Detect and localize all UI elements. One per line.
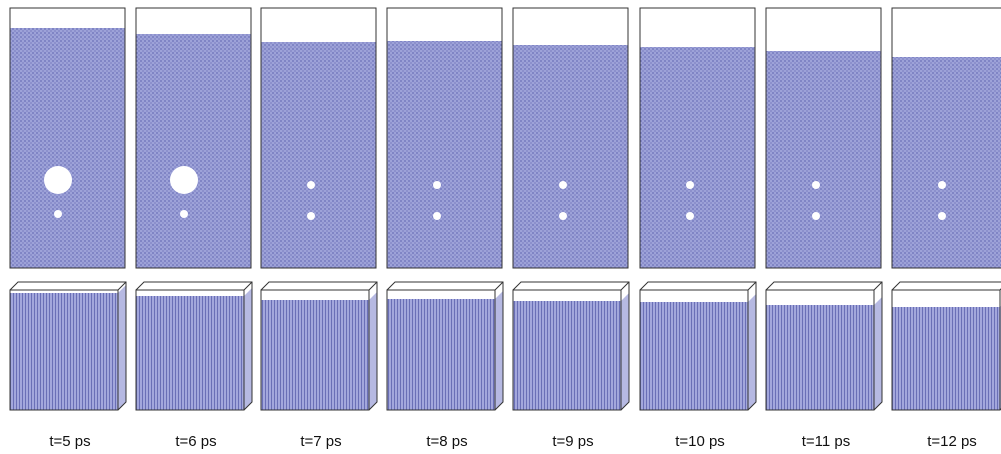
time-label: t=7 ps: [300, 433, 341, 450]
box-edge: [495, 282, 503, 290]
void: [938, 212, 946, 220]
liquid: [387, 41, 502, 268]
snapshot: t=10 ps: [640, 8, 756, 450]
liquid: [766, 51, 881, 268]
liquid-side: [118, 285, 126, 410]
time-label: t=12 ps: [927, 433, 977, 450]
liquid: [892, 57, 1001, 268]
liquid-side: [495, 291, 503, 410]
liquid-3d: [513, 301, 621, 410]
void: [180, 210, 188, 218]
time-label: t=11 ps: [802, 433, 851, 450]
void: [686, 212, 694, 220]
void: [559, 181, 567, 189]
figure: t=5 ps t=6 ps t=7 ps t=8 ps t=9 ps t=10 ps t=1…: [0, 0, 1001, 454]
snapshot: t=12 ps: [892, 8, 1001, 450]
void: [559, 212, 567, 220]
liquid-side: [244, 288, 252, 410]
snapshot: t=11 ps: [766, 8, 882, 450]
liquid-side: [621, 293, 629, 410]
void: [686, 181, 694, 189]
time-label: t=9 ps: [552, 433, 593, 450]
void: [307, 181, 315, 189]
box-edge: [748, 282, 756, 290]
box-edge: [244, 282, 252, 290]
time-label: t=5 ps: [49, 433, 90, 450]
liquid: [513, 45, 628, 268]
snapshot: t=8 ps: [387, 8, 503, 450]
liquid-3d: [10, 293, 118, 410]
time-label: t=10 ps: [675, 433, 725, 450]
bubble: [44, 166, 72, 194]
snapshot: t=6 ps: [136, 8, 252, 450]
liquid: [640, 47, 755, 268]
liquid-side: [369, 292, 377, 410]
time-label: t=8 ps: [426, 433, 467, 450]
void: [433, 181, 441, 189]
liquid: [10, 28, 125, 268]
liquid-3d: [766, 305, 874, 410]
snapshot: t=9 ps: [513, 8, 629, 450]
void: [307, 212, 315, 220]
void: [812, 181, 820, 189]
box-edge: [874, 282, 882, 290]
liquid-3d: [640, 302, 748, 410]
liquid-3d: [892, 307, 1000, 410]
void: [433, 212, 441, 220]
void: [54, 210, 62, 218]
liquid: [136, 34, 251, 268]
time-label: t=6 ps: [175, 433, 216, 450]
liquid-3d: [136, 296, 244, 410]
snapshot: t=5 ps: [10, 8, 126, 450]
void: [812, 212, 820, 220]
snapshot: t=7 ps: [261, 8, 377, 450]
box-edge: [369, 282, 377, 290]
liquid-3d: [387, 299, 495, 410]
liquid-3d: [261, 300, 369, 410]
liquid: [261, 42, 376, 268]
box-edge: [621, 282, 629, 290]
liquid-side: [874, 297, 882, 410]
bubble: [170, 166, 198, 194]
void: [938, 181, 946, 189]
liquid-side: [748, 294, 756, 410]
